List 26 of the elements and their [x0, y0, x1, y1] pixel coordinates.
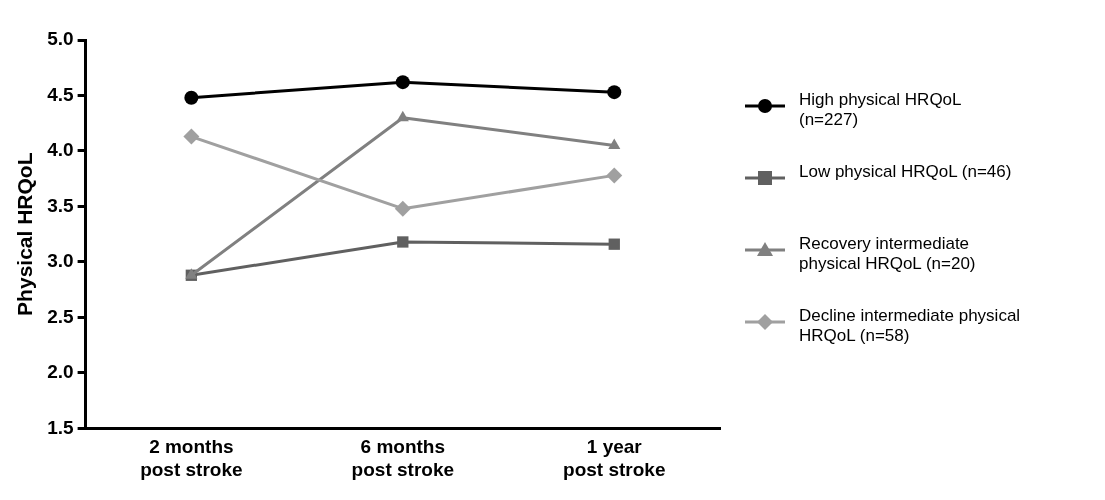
point	[608, 138, 621, 149]
y-tick-label: 4.5	[47, 83, 75, 105]
legend-label: Decline intermediate physical HRQoL (n=58)	[799, 306, 1022, 346]
x-tick-label: 6 months post stroke	[351, 436, 455, 480]
x-tick-label: 1 year post stroke	[563, 436, 666, 480]
point	[394, 200, 411, 217]
point	[608, 238, 620, 250]
point	[607, 85, 622, 100]
point	[606, 167, 623, 184]
point	[397, 236, 409, 248]
y-tick-label: 2.0	[47, 361, 74, 383]
y-axis-title: Physical HRQoL	[13, 152, 37, 316]
point	[395, 75, 410, 90]
y-tick-label: 5.0	[47, 28, 74, 50]
legend-label: High physical HRQoL (n=227)	[799, 90, 962, 130]
x-tick-label: 2 months post stroke	[140, 436, 243, 480]
point	[183, 128, 200, 145]
y-tick-label: 3.5	[47, 194, 75, 216]
point	[396, 110, 409, 122]
y-tick-label: 2.5	[47, 305, 75, 327]
legend-label: Recovery intermediate physical HRQoL (n=20)	[799, 234, 977, 274]
y-tick-label: 1.5	[47, 416, 75, 438]
point	[184, 90, 199, 105]
y-tick-label: 3.0	[47, 250, 74, 272]
legend-label: Low physical HRQoL (n=46)	[799, 162, 1013, 182]
y-tick-label: 4.0	[47, 139, 74, 161]
